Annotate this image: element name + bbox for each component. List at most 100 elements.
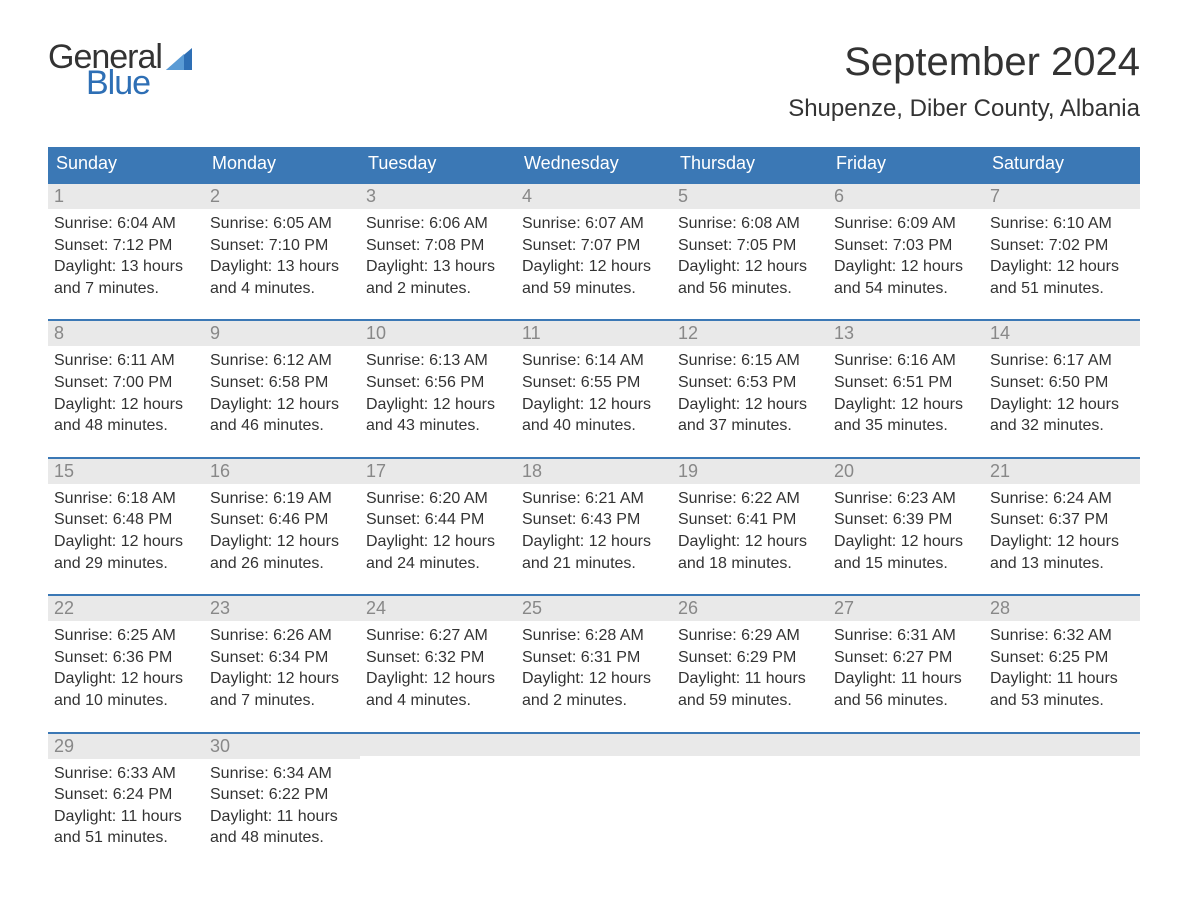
day-number: 17 (366, 461, 510, 482)
daynum-row: 29 (48, 734, 204, 759)
daynum-row: 18 (516, 459, 672, 484)
day-sunrise: Sunrise: 6:24 AM (990, 488, 1134, 510)
calendar-day: 17Sunrise: 6:20 AMSunset: 6:44 PMDayligh… (360, 459, 516, 580)
day-dl2: and 15 minutes. (834, 553, 978, 575)
logo: General Blue (48, 40, 192, 100)
day-sunrise: Sunrise: 6:26 AM (210, 625, 354, 647)
day-dl1: Daylight: 12 hours (678, 256, 822, 278)
day-number: 1 (54, 186, 198, 207)
calendar-day: 20Sunrise: 6:23 AMSunset: 6:39 PMDayligh… (828, 459, 984, 580)
day-dl1: Daylight: 12 hours (834, 256, 978, 278)
dow-thursday: Thursday (672, 147, 828, 182)
day-dl1: Daylight: 12 hours (522, 394, 666, 416)
day-sunrise: Sunrise: 6:16 AM (834, 350, 978, 372)
calendar-week: 29Sunrise: 6:33 AMSunset: 6:24 PMDayligh… (48, 732, 1140, 855)
day-number: 25 (522, 598, 666, 619)
day-number: 15 (54, 461, 198, 482)
day-sunset: Sunset: 7:10 PM (210, 235, 354, 257)
day-sunrise: Sunrise: 6:27 AM (366, 625, 510, 647)
calendar-week: 1Sunrise: 6:04 AMSunset: 7:12 PMDaylight… (48, 182, 1140, 305)
month-title: September 2024 (788, 40, 1140, 85)
day-dl2: and 7 minutes. (210, 690, 354, 712)
day-dl1: Daylight: 11 hours (54, 806, 198, 828)
daynum-row: 30 (204, 734, 360, 759)
daynum-row: 2 (204, 184, 360, 209)
day-dl2: and 48 minutes. (210, 827, 354, 849)
day-sunrise: Sunrise: 6:12 AM (210, 350, 354, 372)
day-sunset: Sunset: 7:12 PM (54, 235, 198, 257)
day-dl2: and 4 minutes. (366, 690, 510, 712)
daynum-row-empty (672, 734, 828, 756)
calendar-day: 1 Sunrise: 6:04 AMSunset: 7:12 PMDaylight… (48, 184, 204, 305)
calendar-day (672, 734, 828, 855)
day-dl2: and 2 minutes. (522, 690, 666, 712)
day-dl1: Daylight: 13 hours (210, 256, 354, 278)
day-dl2: and 18 minutes. (678, 553, 822, 575)
weeks-container: 1Sunrise: 6:04 AMSunset: 7:12 PMDaylight… (48, 182, 1140, 855)
daynum-row: 12 (672, 321, 828, 346)
day-sunrise: Sunrise: 6:17 AM (990, 350, 1134, 372)
dow-saturday: Saturday (984, 147, 1140, 182)
day-sunrise: Sunrise: 6:04 AM (54, 213, 198, 235)
day-sunset: Sunset: 6:31 PM (522, 647, 666, 669)
day-number: 4 (522, 186, 666, 207)
day-number: 5 (678, 186, 822, 207)
day-sunset: Sunset: 7:03 PM (834, 235, 978, 257)
day-dl2: and 26 minutes. (210, 553, 354, 575)
day-sunrise: Sunrise: 6:31 AM (834, 625, 978, 647)
day-dl1: Daylight: 12 hours (210, 394, 354, 416)
day-dl1: Daylight: 12 hours (522, 531, 666, 553)
day-number: 11 (522, 323, 666, 344)
day-sunrise: Sunrise: 6:06 AM (366, 213, 510, 235)
day-sunset: Sunset: 6:46 PM (210, 509, 354, 531)
day-sunrise: Sunrise: 6:08 AM (678, 213, 822, 235)
day-sunset: Sunset: 6:32 PM (366, 647, 510, 669)
daynum-row: 15 (48, 459, 204, 484)
day-dl1: Daylight: 12 hours (54, 531, 198, 553)
day-dl1: Daylight: 12 hours (54, 394, 198, 416)
calendar-day: 13Sunrise: 6:16 AMSunset: 6:51 PMDayligh… (828, 321, 984, 442)
day-dl2: and 43 minutes. (366, 415, 510, 437)
day-dl1: Daylight: 11 hours (990, 668, 1134, 690)
day-dl1: Daylight: 12 hours (366, 394, 510, 416)
day-sunrise: Sunrise: 6:22 AM (678, 488, 822, 510)
day-sunrise: Sunrise: 6:33 AM (54, 763, 198, 785)
day-number: 18 (522, 461, 666, 482)
day-sunrise: Sunrise: 6:09 AM (834, 213, 978, 235)
daynum-row: 1 (48, 184, 204, 209)
day-number: 19 (678, 461, 822, 482)
daynum-row-empty (516, 734, 672, 756)
day-sunrise: Sunrise: 6:18 AM (54, 488, 198, 510)
daynum-row-empty (984, 734, 1140, 756)
calendar-day: 25Sunrise: 6:28 AMSunset: 6:31 PMDayligh… (516, 596, 672, 717)
calendar-day (984, 734, 1140, 855)
day-sunset: Sunset: 6:43 PM (522, 509, 666, 531)
day-sunset: Sunset: 6:37 PM (990, 509, 1134, 531)
day-sunrise: Sunrise: 6:32 AM (990, 625, 1134, 647)
day-dl2: and 37 minutes. (678, 415, 822, 437)
day-number: 2 (210, 186, 354, 207)
calendar-day: 28Sunrise: 6:32 AMSunset: 6:25 PMDayligh… (984, 596, 1140, 717)
daynum-row: 21 (984, 459, 1140, 484)
day-sunrise: Sunrise: 6:13 AM (366, 350, 510, 372)
calendar-day: 18Sunrise: 6:21 AMSunset: 6:43 PMDayligh… (516, 459, 672, 580)
day-number: 22 (54, 598, 198, 619)
day-sunset: Sunset: 6:22 PM (210, 784, 354, 806)
calendar: Sunday Monday Tuesday Wednesday Thursday… (48, 147, 1140, 855)
title-block: September 2024 Shupenze, Diber County, A… (788, 40, 1140, 123)
daynum-row: 7 (984, 184, 1140, 209)
day-dl1: Daylight: 13 hours (54, 256, 198, 278)
calendar-day: 10Sunrise: 6:13 AMSunset: 6:56 PMDayligh… (360, 321, 516, 442)
day-sunrise: Sunrise: 6:07 AM (522, 213, 666, 235)
day-dl1: Daylight: 12 hours (678, 531, 822, 553)
day-dl2: and 48 minutes. (54, 415, 198, 437)
daynum-row: 6 (828, 184, 984, 209)
calendar-day (360, 734, 516, 855)
day-dl1: Daylight: 12 hours (210, 668, 354, 690)
calendar-day: 4Sunrise: 6:07 AMSunset: 7:07 PMDaylight… (516, 184, 672, 305)
day-sunset: Sunset: 7:05 PM (678, 235, 822, 257)
calendar-day: 2Sunrise: 6:05 AMSunset: 7:10 PMDaylight… (204, 184, 360, 305)
day-sunset: Sunset: 6:58 PM (210, 372, 354, 394)
day-sunrise: Sunrise: 6:11 AM (54, 350, 198, 372)
day-number: 10 (366, 323, 510, 344)
